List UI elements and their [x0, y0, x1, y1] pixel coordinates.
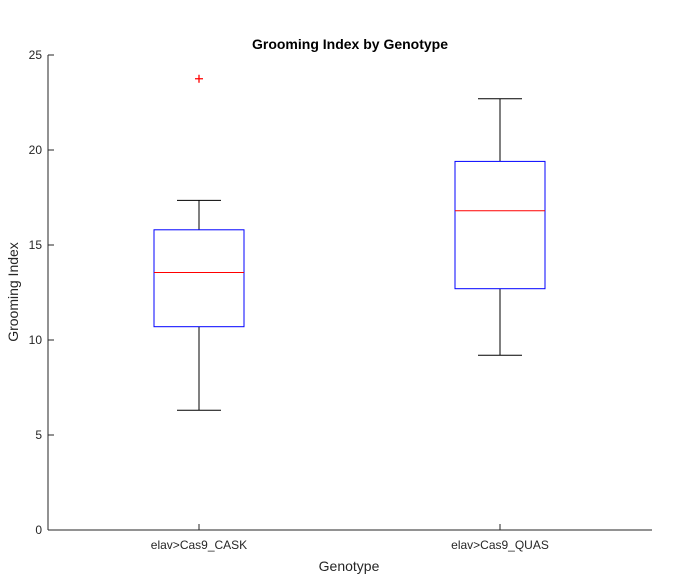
- iqr-box: [153, 229, 245, 328]
- y-tick-label: 5: [35, 428, 42, 442]
- iqr-box: [454, 160, 546, 290]
- plot-area: 0 5 10 15 20 25 elav>Cas9_CASK elav>Cas9_QUAS: [29, 48, 652, 552]
- x-tick-label: elav>Cas9_QUAS: [451, 538, 549, 552]
- y-tick-label: 0: [35, 523, 42, 537]
- y-tick-label: 10: [29, 333, 43, 347]
- x-tick-label: elav>Cas9_CASK: [151, 538, 247, 552]
- y-axis-label: Grooming Index: [5, 242, 21, 342]
- y-tick-label: 25: [29, 48, 43, 62]
- chart-title: Grooming Index by Genotype: [252, 36, 448, 52]
- x-axis-label: Genotype: [319, 558, 380, 574]
- y-tick-label: 20: [29, 143, 43, 157]
- outlier-marker: [195, 74, 203, 83]
- y-tick-label: 15: [29, 238, 43, 252]
